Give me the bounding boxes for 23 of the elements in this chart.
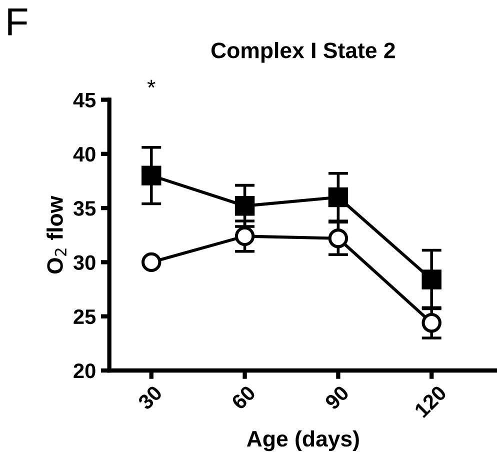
x-tick-label: 120 bbox=[414, 384, 448, 418]
y-tick-label: 35 bbox=[73, 201, 96, 216]
y-tick-label: 30 bbox=[73, 255, 96, 270]
x-tick-label: 90 bbox=[324, 384, 350, 410]
point bbox=[422, 270, 442, 290]
x-axis-title: Age (days) bbox=[246, 430, 359, 452]
y-tick-label: 20 bbox=[74, 364, 96, 378]
point bbox=[422, 312, 442, 333]
y-tick-label: 25 bbox=[74, 309, 96, 324]
point bbox=[328, 228, 348, 248]
point bbox=[234, 226, 255, 246]
text: F bbox=[8, 8, 28, 36]
y-tick-label: 45 bbox=[73, 92, 96, 108]
y-tick-label: 40 bbox=[73, 146, 96, 162]
chart-title: Complex I State 2 bbox=[211, 42, 395, 63]
x-tick-label: 60 bbox=[230, 384, 256, 410]
x-tick-label: 30 bbox=[137, 384, 163, 411]
point bbox=[234, 196, 255, 216]
point bbox=[328, 187, 348, 208]
text: * bbox=[147, 80, 156, 88]
point bbox=[142, 166, 162, 186]
y-axis-title: O$_{2}$ flow bbox=[46, 196, 66, 274]
point bbox=[142, 252, 162, 272]
